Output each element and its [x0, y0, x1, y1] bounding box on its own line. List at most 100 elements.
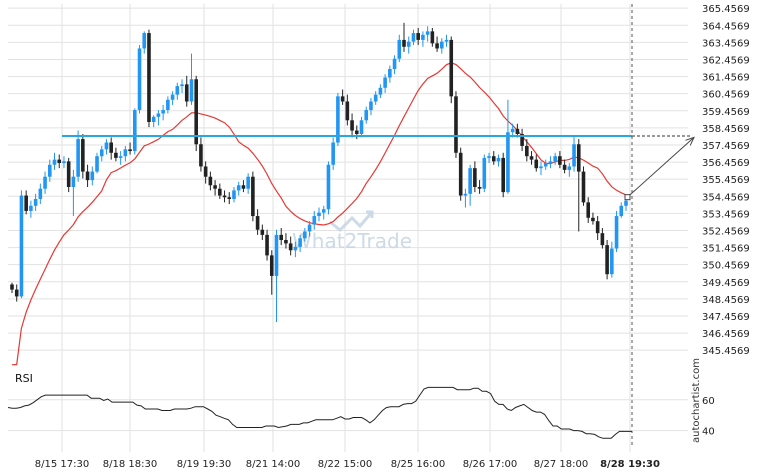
candle-body — [326, 164, 331, 210]
candle-body — [128, 149, 132, 152]
candle-body — [24, 195, 28, 211]
candle-body — [241, 185, 246, 189]
candle-body — [218, 188, 222, 196]
projection-arrow-line — [627, 137, 695, 198]
candle-body — [255, 216, 260, 230]
projection-layer — [624, 136, 695, 201]
watermark-text: What2Trade — [292, 229, 412, 253]
candle-body — [435, 43, 439, 49]
candle-body — [246, 176, 250, 189]
candle-body — [19, 195, 24, 297]
candle-body — [576, 144, 581, 172]
candle-body — [491, 156, 496, 162]
candle-body — [487, 156, 491, 158]
candle-body — [331, 142, 335, 165]
candle-body — [586, 202, 591, 218]
y-tick-label: 348.4569 — [702, 295, 750, 306]
watermark-logo-icon — [329, 210, 374, 233]
candle-body — [525, 145, 529, 157]
candle-body — [118, 156, 123, 158]
candle-body — [43, 176, 47, 189]
candle-body — [298, 238, 302, 247]
candle-body — [232, 190, 236, 199]
candle-body — [364, 110, 369, 121]
candle-body — [81, 139, 85, 172]
candle-body — [595, 221, 600, 234]
candle-body — [161, 110, 165, 114]
candle-body — [458, 152, 463, 196]
candle-body — [463, 193, 468, 196]
current-price-marker — [624, 194, 631, 201]
candle-body — [473, 168, 477, 187]
candle-body — [151, 116, 156, 122]
y-tick-label: 362.4569 — [702, 55, 750, 66]
candle-body — [142, 33, 147, 49]
x-tick-label: 8/19 19:30 — [177, 459, 231, 470]
candle-body — [303, 231, 307, 239]
y-tick-label: 347.4569 — [702, 312, 750, 323]
candle-body — [147, 33, 151, 122]
candle-body — [345, 101, 350, 121]
candle-body — [114, 152, 118, 158]
candle-body — [14, 289, 19, 297]
candle-body — [482, 157, 487, 189]
candle-body — [236, 185, 241, 191]
candle-body — [468, 168, 472, 194]
candle-body — [279, 234, 284, 240]
candle-body — [137, 48, 142, 111]
candle-body — [227, 197, 232, 199]
candle-body — [47, 164, 52, 177]
candle-body — [421, 34, 425, 40]
x-tick-label: 8/26 17:00 — [463, 459, 517, 470]
candle-body — [562, 164, 567, 170]
candle-body — [534, 159, 539, 169]
y-tick-label: 349.4569 — [702, 278, 750, 289]
candle-body — [416, 33, 420, 40]
candle-body — [397, 39, 402, 59]
x-tick-label: 8/15 17:30 — [35, 459, 89, 470]
rsi-tick-label: 60 — [702, 396, 715, 407]
candle-body — [180, 84, 184, 87]
candle-body — [71, 176, 76, 187]
candle-body — [184, 84, 189, 102]
candle-body — [378, 87, 383, 95]
candle-body — [123, 149, 128, 157]
x-tick-label: 8/21 14:00 — [246, 459, 300, 470]
candlestick-series — [10, 22, 628, 323]
candle-body — [33, 198, 38, 206]
candle-body — [354, 130, 359, 134]
candle-body — [444, 39, 449, 42]
candle-body — [553, 156, 557, 162]
candle-body — [62, 161, 66, 164]
candle-body — [109, 142, 113, 153]
candle-body — [307, 224, 312, 232]
candle-body — [10, 284, 14, 290]
candle-body — [274, 234, 279, 276]
grid-lines — [8, 4, 688, 452]
y-tick-label: 346.4569 — [702, 329, 750, 340]
rsi-tick-label: 40 — [702, 427, 715, 438]
candle-body — [76, 139, 80, 177]
candle-body — [251, 176, 255, 217]
candle-body — [52, 159, 57, 165]
candle-body — [350, 120, 354, 131]
candle-body — [222, 195, 227, 198]
candle-body — [340, 96, 345, 102]
y-tick-label: 351.4569 — [702, 244, 750, 255]
candle-body — [38, 188, 43, 199]
candle-body — [515, 128, 520, 134]
candle-body — [548, 161, 553, 164]
candle-body — [388, 68, 392, 78]
candle-body — [265, 234, 269, 256]
candle-body — [369, 101, 373, 111]
candle-body — [85, 171, 90, 181]
x-tick-label: 8/25 16:00 — [391, 459, 445, 470]
candle-body — [99, 149, 104, 157]
y-tick-label: 365.4569 — [702, 4, 750, 15]
rsi-layer — [7, 386, 632, 439]
candle-body — [29, 205, 33, 211]
candle-body — [496, 157, 501, 162]
rsi-line — [7, 386, 632, 439]
candle-body — [373, 94, 378, 102]
y-tick-label: 359.4569 — [702, 107, 750, 118]
